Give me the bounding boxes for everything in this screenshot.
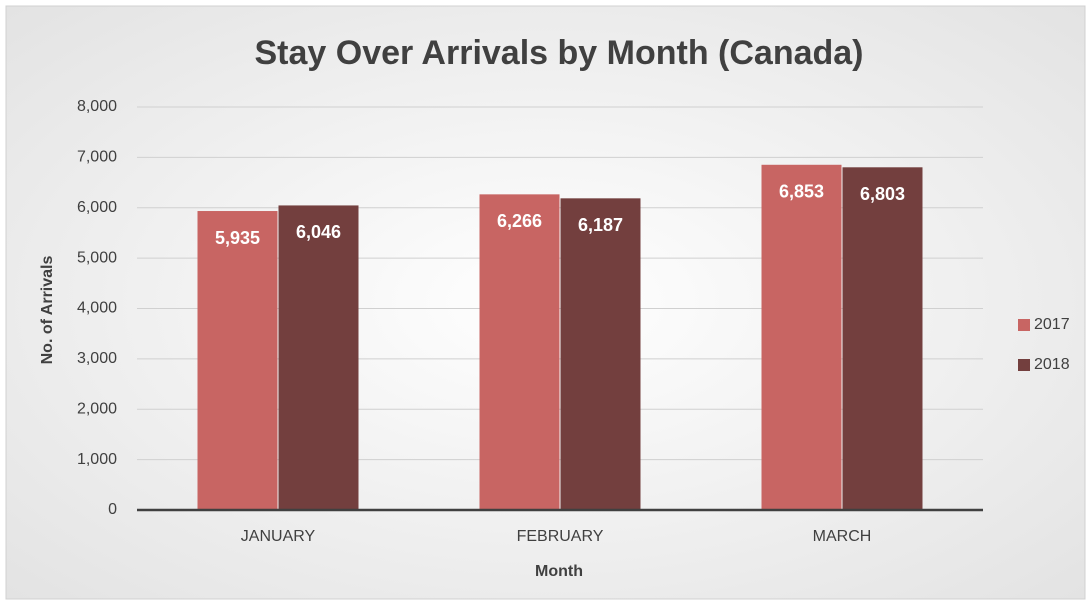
y-tick-label: 8,000 bbox=[77, 98, 117, 115]
bar bbox=[479, 194, 560, 510]
x-axis-label: Month bbox=[535, 563, 583, 580]
y-tick-label: 6,000 bbox=[77, 199, 117, 216]
bar bbox=[197, 211, 278, 511]
y-axis-label: No. of Arrivals bbox=[39, 256, 56, 365]
bar bbox=[761, 164, 842, 510]
data-label: 6,266 bbox=[497, 211, 542, 231]
x-tick-label: MARCH bbox=[813, 528, 872, 545]
x-tick-label: JANUARY bbox=[241, 528, 316, 545]
y-tick-label: 4,000 bbox=[77, 300, 117, 317]
legend-swatch bbox=[1018, 319, 1030, 331]
x-tick-label: FEBRUARY bbox=[517, 528, 604, 545]
y-tick-label: 2,000 bbox=[77, 400, 117, 417]
y-tick-label: 0 bbox=[108, 501, 117, 518]
legend-label: 2018 bbox=[1034, 356, 1070, 373]
data-label: 6,046 bbox=[296, 222, 341, 242]
y-tick-label: 3,000 bbox=[77, 350, 117, 367]
y-tick-label: 5,000 bbox=[77, 249, 117, 266]
data-label: 6,187 bbox=[578, 215, 623, 235]
chart-title: Stay Over Arrivals by Month (Canada) bbox=[254, 34, 863, 72]
y-tick-label: 7,000 bbox=[77, 149, 117, 166]
y-tick-label: 1,000 bbox=[77, 451, 117, 468]
data-label: 5,935 bbox=[215, 228, 260, 248]
legend-swatch bbox=[1018, 359, 1030, 371]
data-label: 6,853 bbox=[779, 182, 824, 202]
bar bbox=[278, 205, 359, 511]
bar bbox=[560, 198, 641, 510]
legend-label: 2017 bbox=[1034, 316, 1070, 333]
data-label: 6,803 bbox=[860, 184, 905, 204]
bar bbox=[842, 167, 923, 510]
